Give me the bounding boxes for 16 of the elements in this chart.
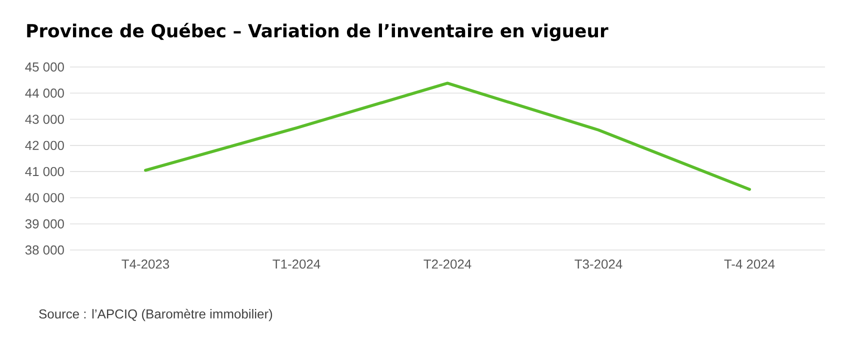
x-tick-label: T2-2024 (424, 260, 472, 269)
y-tick-label: 44 000 (25, 88, 64, 98)
line-series (144, 82, 752, 191)
chart-title: Province de Québec – Variation de l’inventaire en vigueur (27, 22, 608, 42)
x-tick-label: T4-2023 (122, 260, 170, 269)
y-tick-label: 41 000 (25, 166, 64, 176)
x-tick-label: T-4 2024 (724, 260, 775, 269)
y-tick-label: 39 000 (25, 219, 64, 228)
y-tick-label: 38 000 (25, 245, 64, 255)
y-tick-label: 43 000 (25, 114, 64, 124)
y-tick-label: 40 000 (25, 193, 64, 202)
source-note: Source : l’APCIQ (Baromètre immobilier) (39, 308, 272, 322)
y-tick-label: 45 000 (25, 62, 64, 72)
y-tick-label: 42 000 (25, 140, 64, 150)
x-tick-label: T1-2024 (272, 260, 320, 269)
x-tick-label: T3-2024 (574, 260, 622, 269)
